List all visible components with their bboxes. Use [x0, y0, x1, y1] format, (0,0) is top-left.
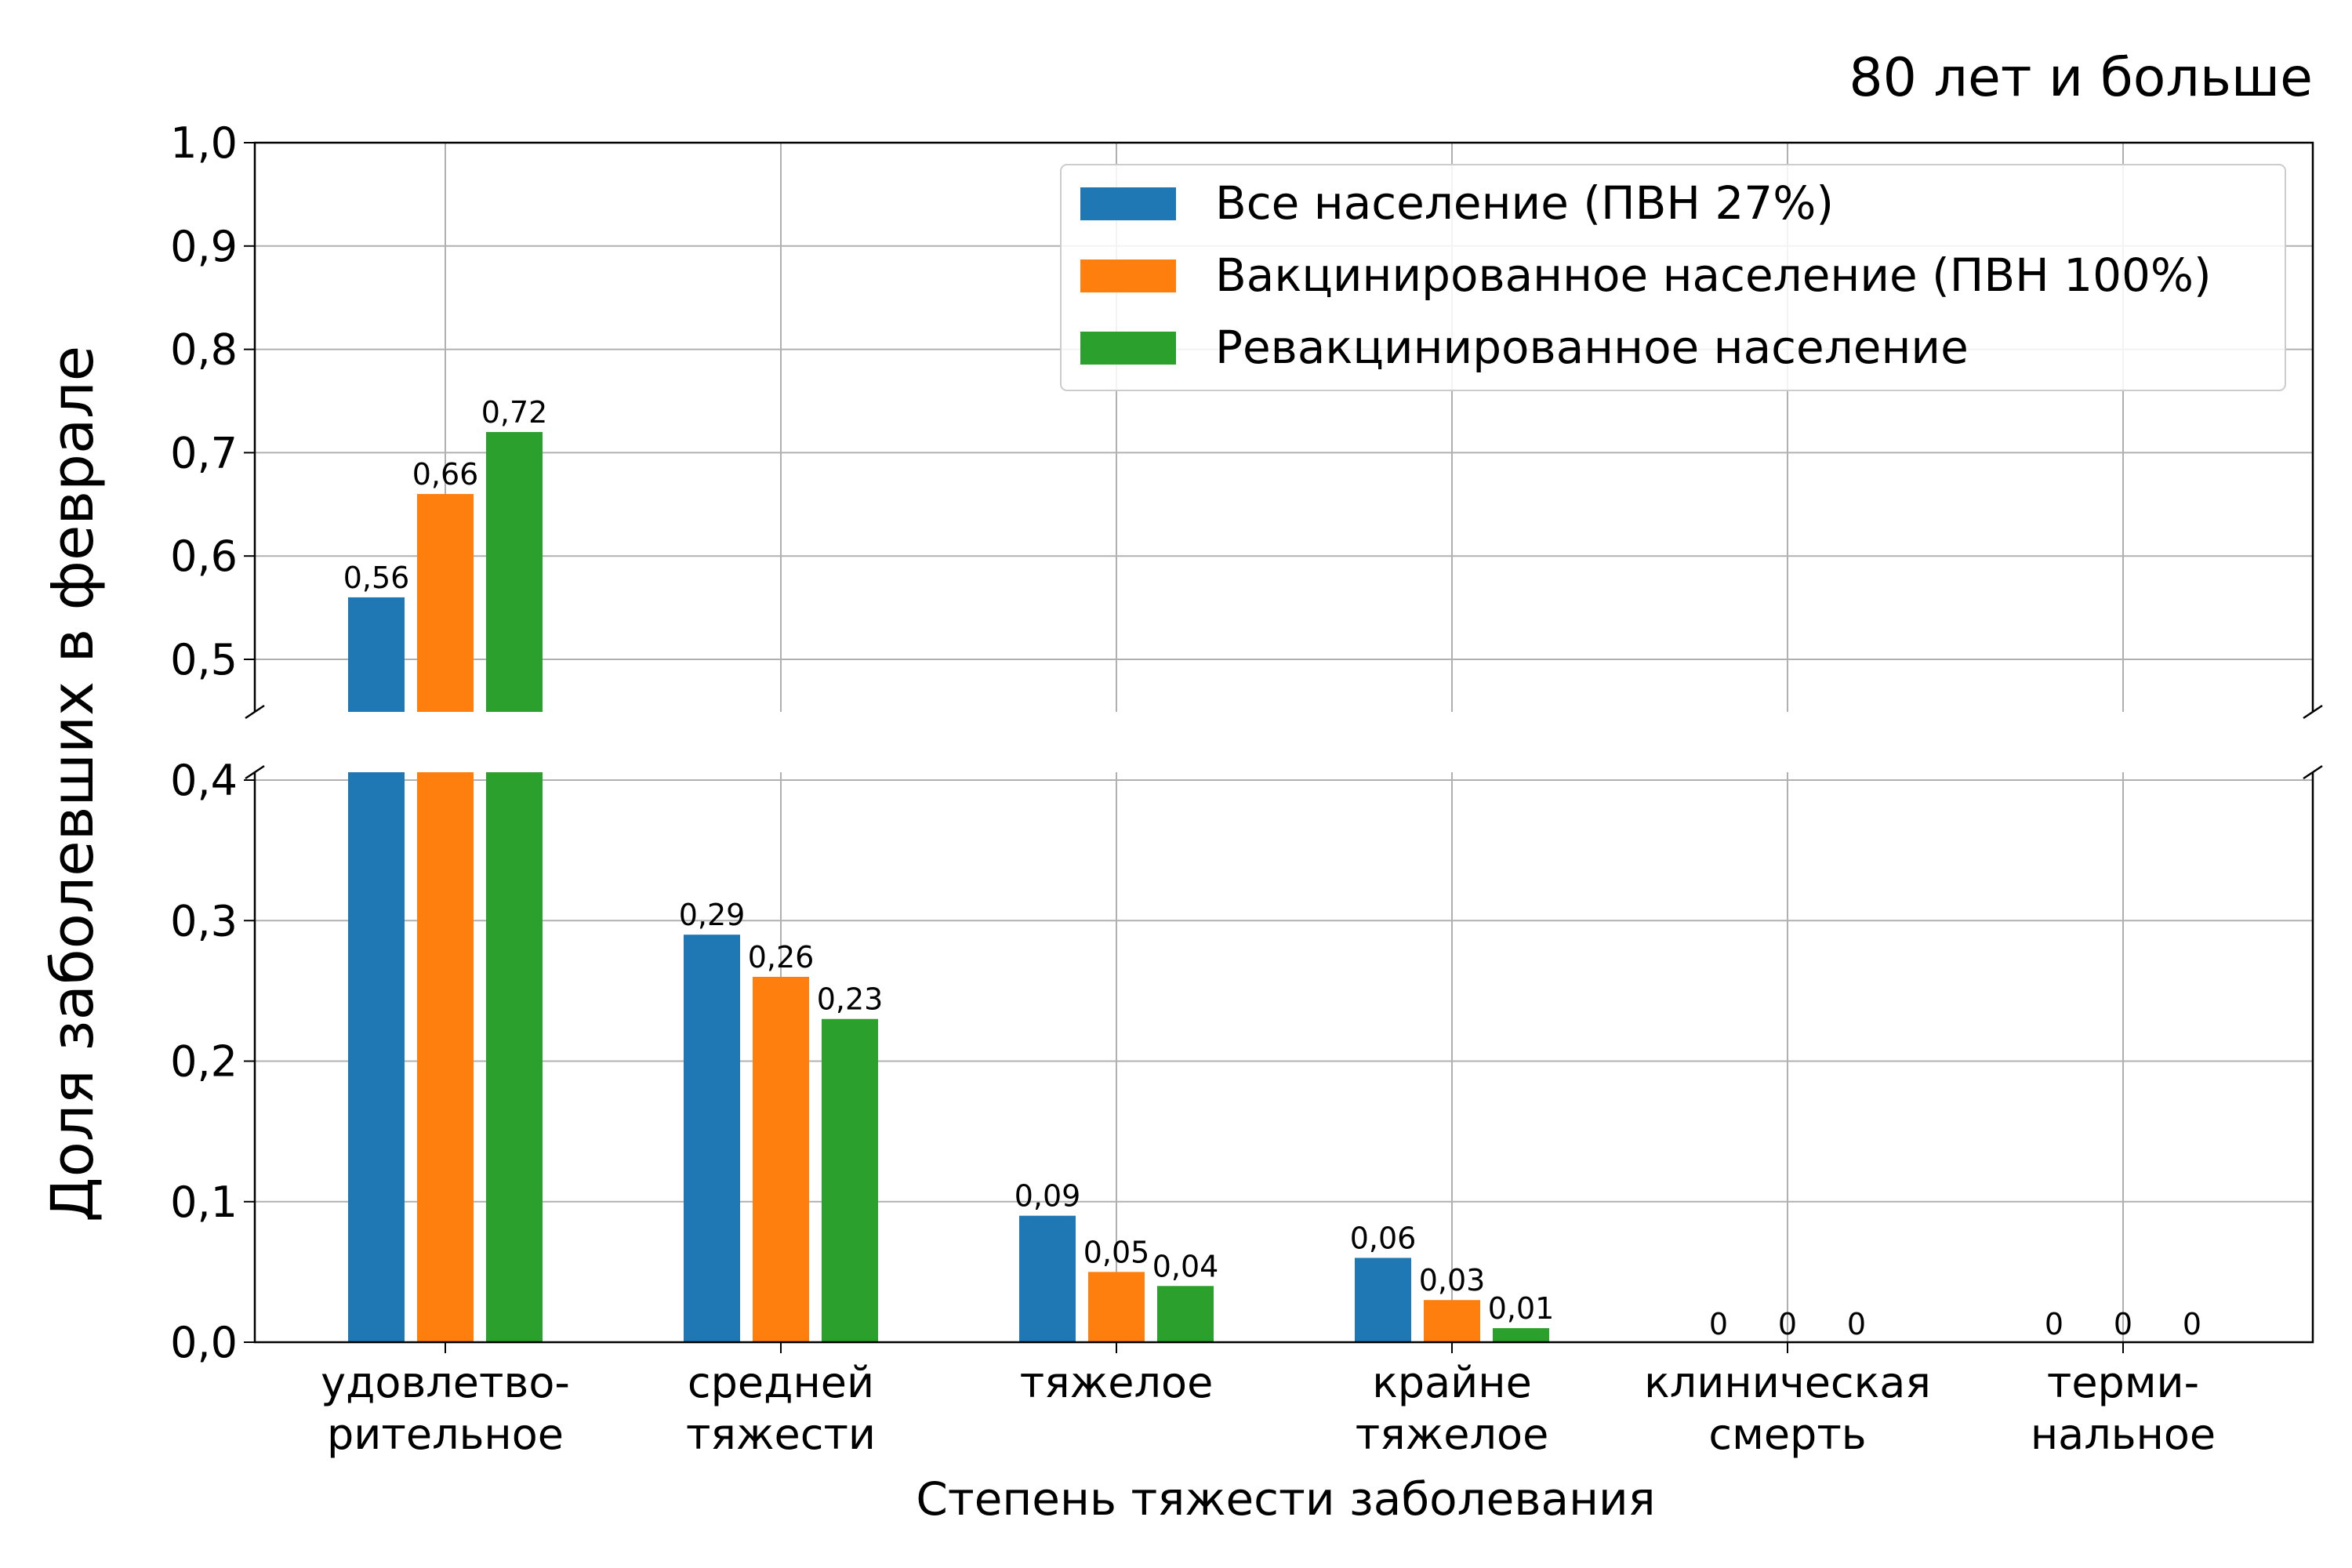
legend-label: Ревакцинированное население [1215, 321, 1969, 374]
data-label: 0 [2183, 1307, 2201, 1341]
data-label: 0,06 [1350, 1221, 1417, 1255]
y-tick-label: 0,4 [170, 756, 238, 805]
category-label: средней тяжести [686, 1358, 876, 1459]
category-label-line: удовлетво- [321, 1358, 570, 1407]
y-axis-label: Доля заболевших в феврале [39, 346, 107, 1222]
category-label-line: крайне [1372, 1358, 1532, 1407]
bar [1157, 1286, 1214, 1342]
y-tick-label: 0,7 [170, 428, 238, 477]
category-label: крайне тяжелое [1356, 1358, 1549, 1459]
bar [1493, 1328, 1549, 1342]
y-tick-label: 1,0 [170, 118, 238, 168]
data-label: 0 [1778, 1307, 1797, 1341]
legend: Все население (ПВН 27%) Вакцинированное н… [1060, 164, 2286, 391]
bars: 0,56 0,29 0,09 0,06 0 0 0,66 0,26 0,05 0,03 0 0 0,72… [343, 395, 2201, 1342]
x-axis-label: Степень тяжести заболевания [916, 1472, 1655, 1526]
bar [417, 772, 474, 1342]
y-tick-label: 0,5 [170, 635, 238, 684]
y-tick-label: 0,6 [170, 532, 238, 581]
legend-swatch [1080, 260, 1176, 292]
y-ticks: 0,5 0,6 0,7 0,8 0,9 1,0 0,0 0,1 0,2 0,3 0,4 [170, 118, 255, 1367]
x-ticks: удовлетво-рительное средней тяжести тяжелое… [321, 1342, 2216, 1459]
category-label: тяжелое [1020, 1358, 1214, 1407]
category-label-line: тяжелое [1020, 1358, 1214, 1407]
data-label: 0,04 [1152, 1249, 1219, 1283]
axes-frame [245, 141, 2323, 1344]
data-label: 0 [2114, 1307, 2132, 1341]
data-label: 0,72 [481, 395, 548, 430]
data-label: 0 [1847, 1307, 1866, 1341]
lower-grid [255, 772, 2313, 1343]
category-label-line: средней [688, 1358, 874, 1407]
legend-swatch [1080, 187, 1176, 220]
data-label: 0,66 [412, 457, 479, 492]
category-label-line: нальное [2031, 1410, 2216, 1459]
bar [417, 494, 474, 712]
category-label-line: тяжелое [1356, 1410, 1549, 1459]
legend-label: Вакцинированное население (ПВН 100%) [1215, 249, 2212, 302]
data-label: 0,03 [1419, 1263, 1486, 1298]
data-label: 0,29 [679, 898, 746, 932]
data-label: 0,56 [343, 561, 410, 595]
bar [348, 772, 405, 1342]
legend-box [1060, 164, 2286, 391]
y-tick-label: 0,0 [170, 1318, 238, 1367]
bar [1019, 1215, 1076, 1342]
chart-title: 80 лет и больше [1849, 47, 2313, 109]
bar [1355, 1258, 1411, 1342]
category-label: удовлетво-рительное [321, 1358, 570, 1459]
data-label: 0,26 [748, 940, 815, 975]
data-label: 0,23 [817, 982, 884, 1017]
axis-break-mark [245, 704, 265, 720]
y-tick-label: 0,1 [170, 1178, 238, 1227]
bar [348, 597, 405, 712]
y-tick-label: 0,8 [170, 325, 238, 375]
lower-axes-spine [253, 772, 2314, 1344]
bar [1088, 1272, 1145, 1342]
axis-break-mark [2303, 764, 2323, 780]
category-label: терми-нальное [2031, 1358, 2216, 1459]
data-label: 0,01 [1488, 1291, 1555, 1326]
category-label-line: терми- [2047, 1358, 2199, 1407]
axis-break-mark [2303, 704, 2323, 720]
bar [486, 772, 543, 1342]
legend-label: Все население (ПВН 27%) [1215, 176, 1834, 230]
legend-swatch [1080, 332, 1176, 365]
bar [753, 976, 809, 1342]
category-label-line: смерть [1708, 1410, 1866, 1459]
bar [1424, 1300, 1480, 1342]
data-label: 0,09 [1014, 1179, 1081, 1214]
bar [684, 935, 740, 1342]
bar [486, 432, 543, 712]
y-tick-label: 0,2 [170, 1037, 238, 1087]
data-label: 0 [1709, 1307, 1728, 1341]
category-label-line: тяжести [686, 1410, 876, 1459]
category-label-line: клиническая [1644, 1358, 1931, 1407]
bar [822, 1018, 878, 1342]
y-tick-label: 0,9 [170, 222, 238, 271]
y-tick-label: 0,3 [170, 896, 238, 946]
axis-break-mark [245, 764, 265, 780]
data-label: 0 [2045, 1307, 2063, 1341]
category-label-line: рительное [327, 1410, 564, 1459]
upper-axes-spine [253, 141, 2314, 712]
category-label: клиническая смерть [1644, 1358, 1931, 1459]
data-label: 0,05 [1083, 1235, 1150, 1269]
